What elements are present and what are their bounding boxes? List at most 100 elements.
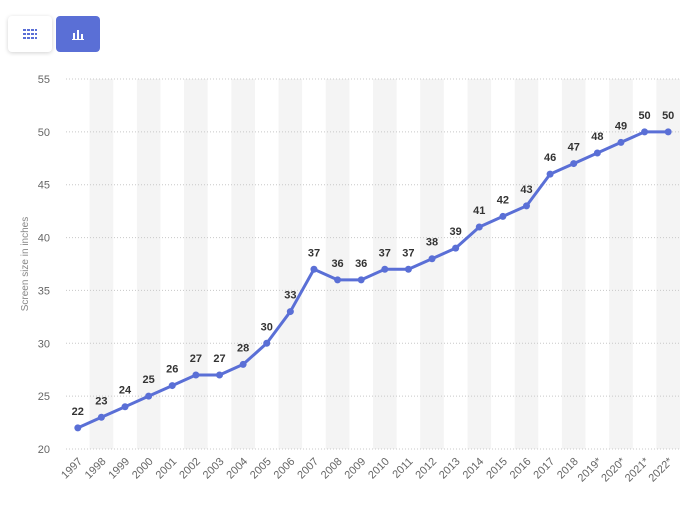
band (467, 79, 492, 449)
band (514, 79, 539, 449)
x-tick-label: 2020* (599, 455, 628, 484)
band (231, 79, 255, 449)
data-label: 42 (497, 194, 509, 206)
data-point (168, 382, 176, 390)
series-line-path (76, 130, 670, 430)
band (561, 79, 586, 449)
x-tick-label: 2015 (484, 456, 510, 482)
data-point (263, 339, 271, 347)
data-point (570, 160, 578, 168)
data-label: 27 (190, 353, 202, 365)
x-tick-label: 2022* (646, 455, 675, 484)
data-label: 50 (638, 110, 650, 122)
band (609, 79, 633, 449)
data-point (310, 265, 318, 273)
data-label: 27 (213, 353, 225, 365)
x-tick-label: 2003 (201, 456, 227, 482)
x-tick-label: 2005 (248, 456, 274, 482)
data-point (192, 371, 200, 379)
data-label: 26 (166, 364, 178, 376)
x-tick-label: 2004 (224, 456, 250, 482)
y-axis-ticks: 20 25 30 35 40 45 50 55 (38, 74, 50, 456)
y-tick-label: 45 (38, 180, 50, 192)
band (373, 79, 397, 449)
data-point (523, 202, 530, 210)
data-label: 49 (615, 120, 627, 132)
y-tick-label: 25 (38, 391, 50, 403)
data-label: 25 (143, 374, 155, 386)
x-tick-label: 2010 (366, 456, 392, 482)
series-points (74, 128, 672, 432)
x-tick-label: 2021* (623, 455, 652, 484)
data-label: 37 (402, 247, 414, 259)
data-label: 47 (568, 142, 580, 154)
y-tick-label: 30 (38, 338, 50, 350)
x-tick-label: 2012 (413, 456, 439, 482)
x-tick-label: 2014 (461, 456, 487, 482)
data-label: 37 (379, 247, 391, 259)
table-view-button[interactable] (8, 16, 52, 52)
bar-chart-icon (72, 30, 84, 40)
x-tick-label: 1998 (83, 456, 109, 482)
x-tick-label: 2017 (531, 456, 557, 482)
y-tick-label: 55 (38, 74, 50, 86)
x-tick-label: 2019* (576, 455, 605, 484)
data-point (239, 360, 247, 368)
band (136, 79, 161, 449)
y-tick-label: 35 (38, 285, 50, 297)
data-label: 41 (473, 205, 485, 217)
x-tick-label: 2009 (343, 456, 369, 482)
x-tick-label: 2007 (295, 456, 321, 482)
band (184, 79, 208, 449)
x-tick-label: 1997 (59, 456, 85, 482)
y-tick-label: 40 (38, 233, 50, 245)
data-label: 39 (450, 226, 462, 238)
table-grid-icon (23, 29, 37, 39)
data-label: 22 (72, 406, 84, 418)
data-label: 50 (662, 110, 674, 122)
band (325, 79, 350, 449)
data-point (145, 392, 153, 400)
data-label: 48 (591, 131, 603, 143)
data-labels: 22 23 24 25 26 27 27 28 30 33 37 36 36 37 37 38 39 41 42 43… (72, 110, 675, 418)
data-point (121, 403, 129, 411)
data-point (641, 128, 649, 136)
x-tick-label: 2011 (390, 456, 415, 481)
band (278, 79, 303, 449)
data-point (357, 276, 365, 284)
data-point (381, 265, 389, 273)
data-label: 36 (355, 258, 367, 270)
x-tick-label: 2016 (508, 456, 534, 482)
chart-toolbar (8, 16, 100, 52)
x-tick-label: 2000 (130, 456, 156, 482)
data-point (475, 223, 483, 231)
x-tick-label: 2001 (154, 456, 180, 482)
x-axis-ticks: 1997199819992000200120022003200420052006… (59, 455, 676, 484)
data-label: 30 (261, 321, 273, 333)
x-tick-label: 2008 (319, 456, 345, 482)
x-tick-label: 2002 (177, 456, 203, 482)
data-label: 37 (308, 247, 320, 259)
data-label: 28 (237, 342, 249, 354)
band (89, 79, 114, 449)
data-point (452, 244, 460, 252)
data-label: 46 (544, 152, 556, 164)
y-tick-label: 50 (38, 127, 50, 139)
y-axis-label: Screen size in inches (20, 217, 31, 312)
data-point (334, 276, 342, 284)
band (656, 79, 680, 449)
data-point (664, 128, 672, 136)
data-label: 33 (284, 290, 296, 302)
chart-view-button[interactable] (56, 16, 100, 52)
data-point (404, 265, 412, 273)
data-point (428, 255, 436, 263)
x-tick-label: 2013 (437, 456, 463, 482)
x-tick-label: 2006 (272, 456, 298, 482)
data-label: 43 (520, 184, 532, 196)
data-point (617, 138, 625, 146)
data-point (286, 308, 294, 316)
data-point (97, 413, 105, 421)
grid-lines (66, 78, 680, 450)
band (420, 79, 444, 449)
